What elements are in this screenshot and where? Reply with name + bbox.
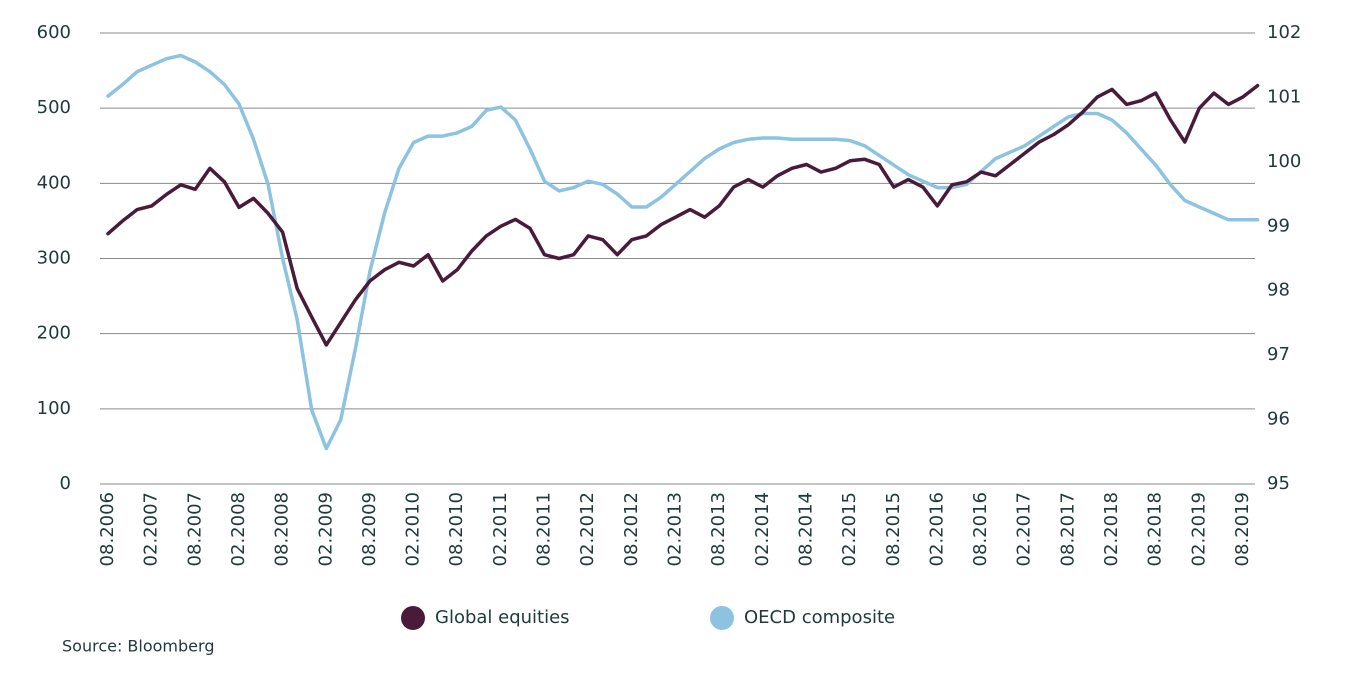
x-tick-label: 02.2007 bbox=[141, 492, 162, 566]
x-tick-label: 08.2013 bbox=[708, 492, 729, 566]
series-line bbox=[106, 53, 1260, 451]
y-tick-label: 0 bbox=[60, 473, 71, 494]
x-tick-label: 08.2008 bbox=[272, 492, 293, 566]
y2-tick-label: 96 bbox=[1267, 409, 1290, 430]
y-tick-label: 500 bbox=[37, 97, 71, 118]
x-tick-label: 02.2018 bbox=[1101, 492, 1122, 566]
x-tick-label: 08.2011 bbox=[534, 492, 555, 566]
x-tick-label: 08.2012 bbox=[621, 492, 642, 566]
legend-label: Global equities bbox=[435, 607, 570, 628]
legend-marker bbox=[401, 606, 425, 630]
x-tick-label: 08.2019 bbox=[1232, 492, 1253, 566]
x-tick-label: 02.2012 bbox=[577, 492, 598, 566]
x-tick-label: 02.2017 bbox=[1014, 492, 1035, 566]
x-tick-label: 08.2018 bbox=[1145, 492, 1166, 566]
y2-tick-label: 98 bbox=[1267, 280, 1290, 301]
x-tick-label: 02.2014 bbox=[752, 492, 773, 566]
y-tick-label: 100 bbox=[37, 398, 71, 419]
x-tick-label: 08.2006 bbox=[97, 492, 118, 566]
y-tick-label: 300 bbox=[37, 248, 71, 269]
source-note: Source: Bloomberg bbox=[62, 637, 214, 656]
x-tick-label: 08.2009 bbox=[359, 492, 380, 566]
y2-tick-label: 97 bbox=[1267, 344, 1290, 365]
y-tick-label: 400 bbox=[37, 172, 71, 193]
x-tick-label: 08.2015 bbox=[883, 492, 904, 566]
x-tick-label: 02.2013 bbox=[665, 492, 686, 566]
legend-label: OECD composite bbox=[744, 607, 895, 628]
x-tick-label: 08.2014 bbox=[795, 492, 816, 566]
x-tick-label: 08.2010 bbox=[446, 492, 467, 566]
series-line bbox=[106, 83, 1260, 347]
x-tick-label: 02.2016 bbox=[926, 492, 947, 566]
legend-marker bbox=[710, 606, 734, 630]
y-tick-label: 200 bbox=[37, 323, 71, 344]
x-tick-label: 08.2017 bbox=[1057, 492, 1078, 566]
y2-tick-label: 99 bbox=[1267, 215, 1290, 236]
y2-tick-label: 102 bbox=[1267, 22, 1301, 43]
x-tick-label: 02.2015 bbox=[839, 492, 860, 566]
y2-tick-label: 101 bbox=[1267, 86, 1301, 107]
x-tick-label: 08.2007 bbox=[184, 492, 205, 566]
x-tick-label: 02.2008 bbox=[228, 492, 249, 566]
y2-tick-label: 100 bbox=[1267, 151, 1301, 172]
x-tick-label: 08.2016 bbox=[970, 492, 991, 566]
y2-tick-label: 95 bbox=[1267, 473, 1290, 494]
x-tick-label: 02.2011 bbox=[490, 492, 511, 566]
x-tick-label: 02.2010 bbox=[403, 492, 424, 566]
x-tick-label: 02.2009 bbox=[315, 492, 336, 566]
y-tick-label: 600 bbox=[37, 22, 71, 43]
x-tick-label: 02.2019 bbox=[1188, 492, 1209, 566]
